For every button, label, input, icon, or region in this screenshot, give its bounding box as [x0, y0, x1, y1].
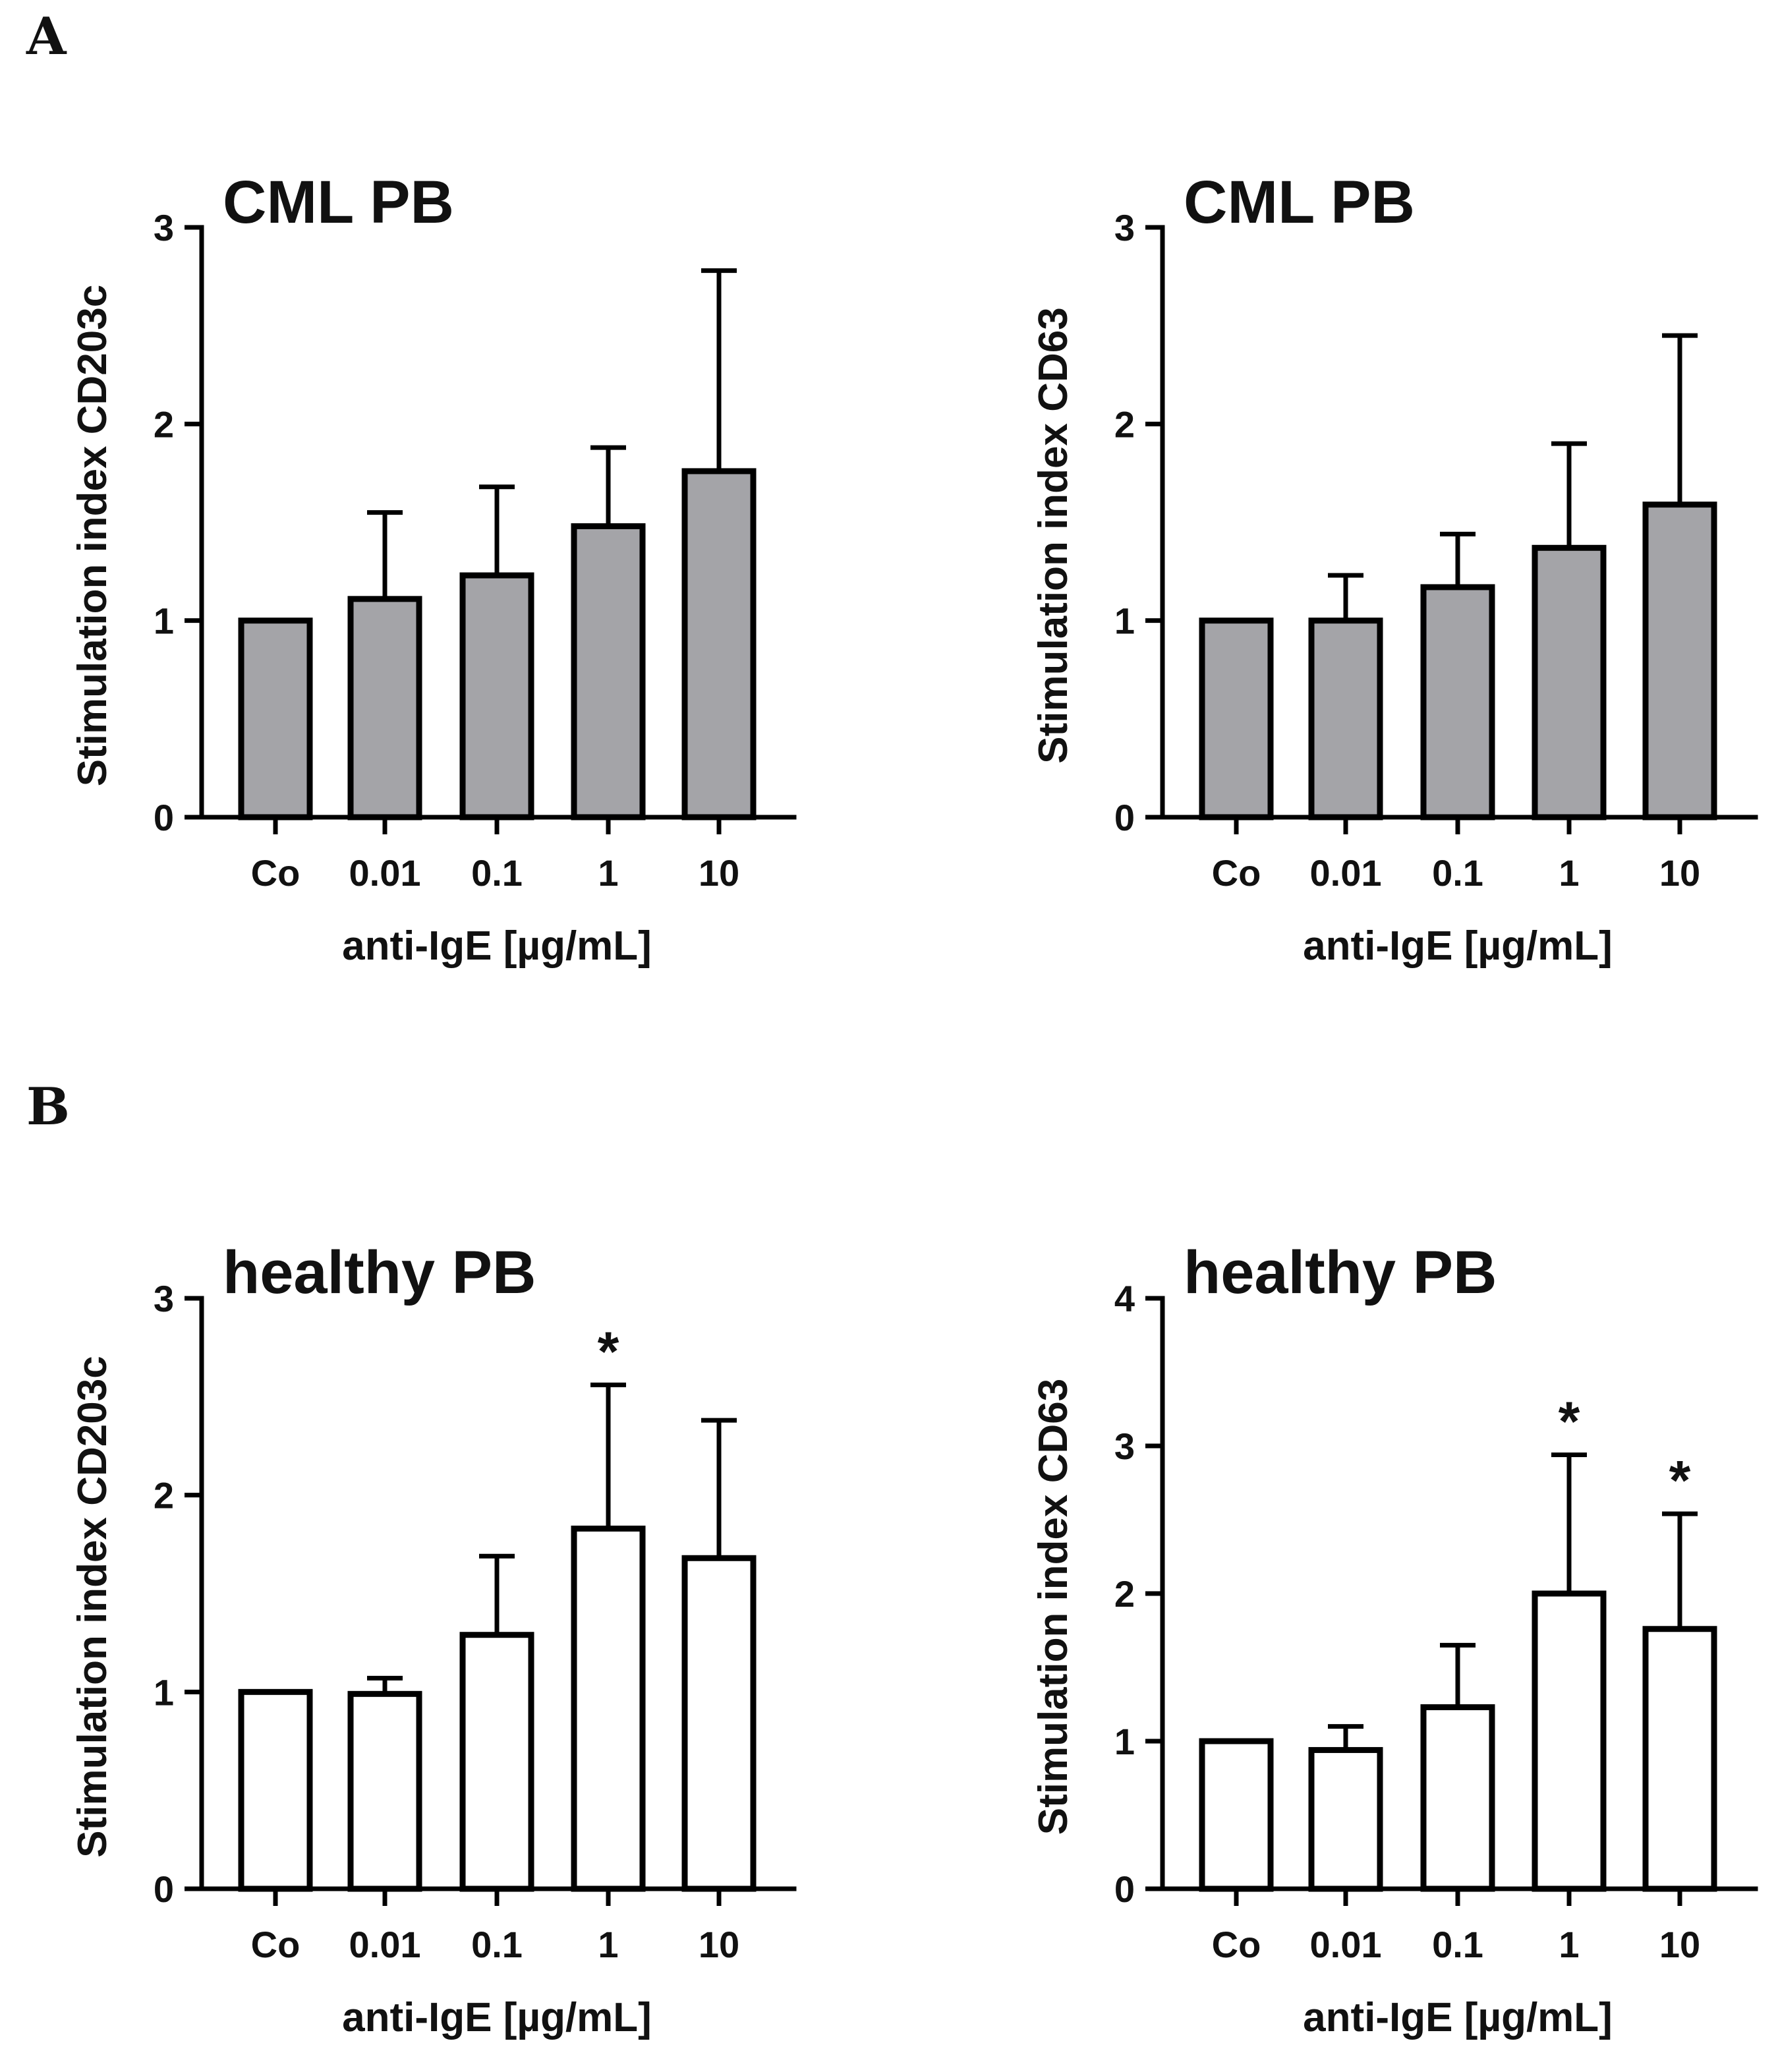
bar [1532, 544, 1607, 820]
significance-marker: * [1559, 1390, 1580, 1452]
bar [347, 1690, 422, 1892]
x-tick-label: 10 [699, 852, 739, 894]
y-tick-label: 3 [1114, 1425, 1135, 1467]
x-tick-label: 0.01 [349, 1924, 421, 1965]
bar [1420, 584, 1495, 820]
bar [1642, 502, 1717, 820]
chart-cml-cd203c: CML PB 0 1 2 3 Co 0.01 0.1 1 10 anti-IgE [µg/mL] St… [70, 169, 797, 969]
bar [1199, 1738, 1274, 1892]
bar [681, 1555, 757, 1892]
x-tick-label: Co [1212, 852, 1261, 894]
chart-healthy-cd63: healthy PB 0 1 2 3 4 Co 0.01 0.1 * 1 * 10 anti-IgE [µ… [1031, 1239, 1758, 2040]
x-tick-label: 1 [598, 1924, 618, 1965]
x-tick-label: Co [251, 852, 301, 894]
y-tick-label: 0 [1114, 1868, 1135, 1910]
x-tick-label: 0.01 [1310, 852, 1382, 894]
y-tick-label: 1 [154, 600, 174, 642]
x-tick-label: 0.01 [349, 852, 421, 894]
x-tick-label: 0.1 [1432, 852, 1483, 894]
bar [1420, 1704, 1495, 1892]
x-tick-label: 0.1 [471, 852, 523, 894]
y-axis-label: Stimulation index CD63 [1031, 1379, 1076, 1835]
x-axis-label: anti-IgE [µg/mL] [1303, 1995, 1613, 2040]
chart-title: healthy PB [1184, 1239, 1497, 1306]
y-tick-label: 3 [1114, 207, 1135, 248]
chart-cml-cd63: CML PB 0 1 2 3 Co 0.01 0.1 1 10 anti-IgE [µg/mL] St… [1031, 169, 1758, 969]
bar [238, 618, 313, 820]
x-axis-label: anti-IgE [µg/mL] [342, 1995, 652, 2040]
significance-marker: * [598, 1320, 619, 1382]
chart-healthy-cd203c: healthy PB 0 1 2 3 Co 0.01 0.1 * 1 10 anti-IgE [µg/… [70, 1239, 797, 2040]
bar [1532, 1590, 1607, 1892]
x-tick-label: Co [251, 1924, 301, 1965]
x-tick-label: 0.01 [1310, 1924, 1382, 1965]
chart-title: healthy PB [223, 1239, 536, 1306]
y-tick-label: 1 [1114, 600, 1135, 642]
bar [1199, 618, 1274, 820]
bar [1642, 1626, 1717, 1892]
x-tick-label: 10 [1659, 1924, 1700, 1965]
y-tick-label: 3 [154, 207, 174, 248]
y-tick-label: 2 [154, 403, 174, 445]
y-tick-label: 2 [1114, 403, 1135, 445]
panel-letter-a: A [26, 7, 67, 67]
y-tick-label: 0 [154, 797, 174, 838]
bar [1308, 1746, 1383, 1892]
y-axis-label: Stimulation index CD203c [70, 1356, 115, 1857]
x-tick-label: 1 [1559, 1924, 1579, 1965]
x-tick-label: 1 [598, 852, 618, 894]
y-tick-label: 2 [154, 1475, 174, 1516]
x-tick-label: 0.1 [1432, 1924, 1483, 1965]
bar [459, 572, 534, 820]
bar [347, 596, 422, 820]
y-tick-label: 0 [154, 1868, 174, 1910]
x-tick-label: 1 [1559, 852, 1579, 894]
chart-title: CML PB [1184, 169, 1415, 236]
y-tick-label: 1 [154, 1671, 174, 1713]
x-axis-label: anti-IgE [µg/mL] [1303, 923, 1613, 969]
chart-title: CML PB [223, 169, 454, 236]
bar [571, 523, 646, 820]
y-tick-label: 2 [1114, 1573, 1135, 1615]
y-tick-label: 4 [1114, 1278, 1135, 1319]
x-tick-label: 10 [699, 1924, 739, 1965]
x-axis-label: anti-IgE [µg/mL] [342, 923, 652, 969]
bar [571, 1525, 646, 1892]
bar [681, 468, 757, 820]
x-tick-label: Co [1212, 1924, 1261, 1965]
panel-letter-b: B [26, 1077, 70, 1137]
bar [1308, 618, 1383, 820]
y-tick-label: 0 [1114, 797, 1135, 838]
y-tick-label: 3 [154, 1278, 174, 1319]
y-tick-label: 1 [1114, 1721, 1135, 1762]
x-tick-label: 0.1 [471, 1924, 523, 1965]
bar [459, 1632, 534, 1892]
significance-marker: * [1669, 1449, 1691, 1511]
y-axis-label: Stimulation index CD63 [1031, 307, 1076, 763]
bar [238, 1688, 313, 1892]
x-tick-label: 10 [1659, 852, 1700, 894]
y-axis-label: Stimulation index CD203c [70, 285, 115, 786]
